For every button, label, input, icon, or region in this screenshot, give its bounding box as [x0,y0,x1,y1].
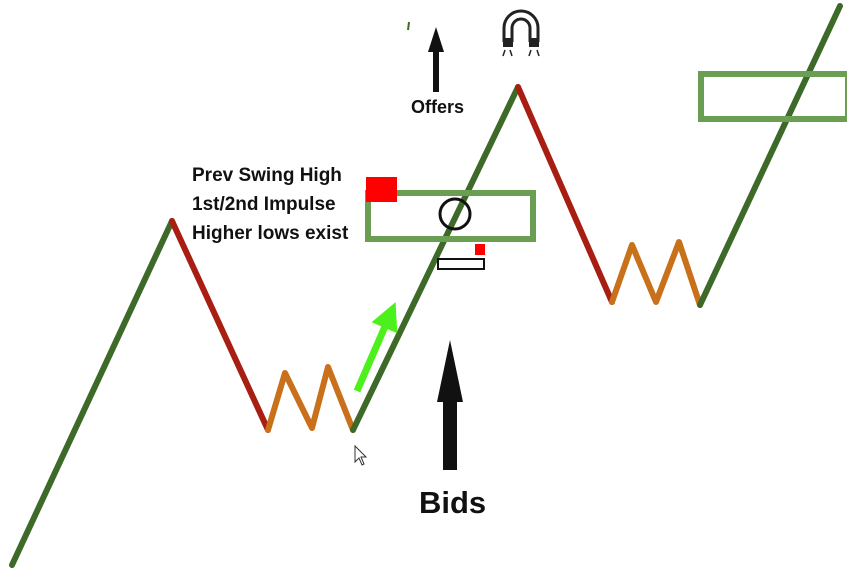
order-box [437,258,485,270]
pullback-leg-2 [515,84,615,305]
small-red-marker [475,244,485,255]
impulse-label: 1st/2nd Impulse [192,194,336,215]
consolidation-2 [609,239,703,308]
prev-swing-high-marker [366,177,397,202]
bids-label: Bids [419,485,486,520]
magnet-icon [502,9,540,57]
demand-zone [365,190,536,242]
bids-arrow-icon [437,340,463,470]
impulse-leg-2 [350,84,521,433]
higher-lows-label: Higher lows exist [192,223,349,244]
retest-circle [438,197,472,231]
offers-label: Offers [411,97,464,117]
impulse-leg-3 [697,3,843,308]
supply-zone [698,71,847,122]
mouse-cursor-icon [354,444,368,466]
prev-swing-high-label: Prev Swing High [192,165,342,186]
consolidation-1 [265,364,356,433]
pullback-leg-1 [169,218,271,433]
momentum-arrow-icon [353,302,398,393]
small-tick-icon [407,21,410,31]
impulse-leg-1 [9,218,175,568]
price-path [9,3,843,568]
offers-arrow-icon [428,27,444,92]
